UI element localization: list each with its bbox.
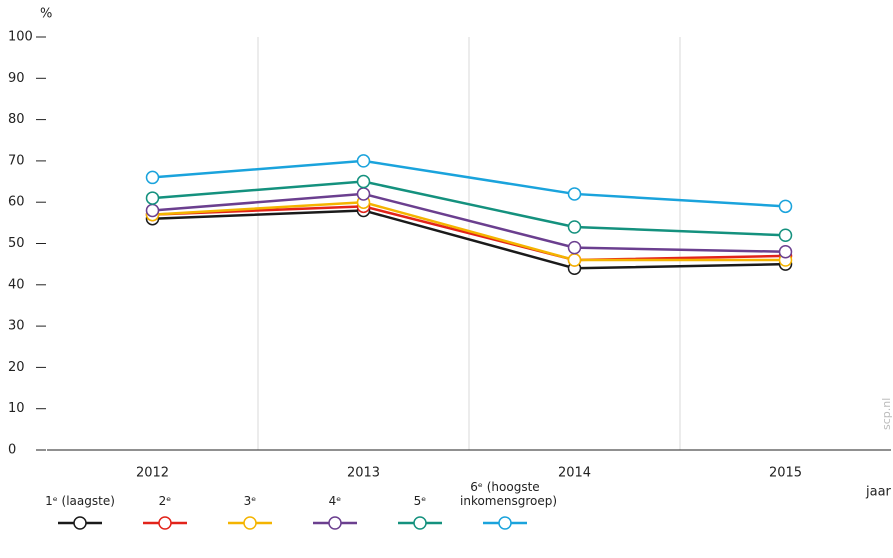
x-axis-label: jaar: [865, 485, 892, 500]
legend-marker: [158, 516, 172, 530]
legend-label: 1ᵉ (laagste): [45, 494, 115, 508]
x-tick-label: 2014: [558, 466, 591, 481]
y-tick-label: 60: [8, 195, 25, 210]
x-tick-label: 2015: [769, 466, 802, 481]
point: [567, 187, 582, 201]
legend-label: 2ᵉ: [158, 494, 172, 508]
point: [778, 199, 793, 214]
y-tick-label: 100: [8, 30, 33, 45]
x-tick-label: 2013: [347, 466, 380, 481]
y-tick-label: 0: [8, 443, 16, 458]
point: [567, 240, 582, 255]
y-tick-label: 40: [8, 277, 25, 292]
point: [778, 228, 793, 242]
watermark: scp.nl: [880, 398, 893, 430]
series-line: [152, 200, 786, 262]
legend-label: 3ᵉ: [243, 494, 257, 508]
point: [356, 187, 371, 201]
y-tick-label: 20: [8, 360, 25, 375]
point: [145, 191, 160, 205]
point: [145, 170, 160, 185]
x-tick-label: 2012: [136, 466, 169, 481]
point: [356, 174, 371, 189]
y-tick-label: 70: [8, 153, 25, 168]
series-line: [152, 159, 786, 208]
point: [567, 253, 582, 267]
y-tick-label: 10: [8, 401, 25, 416]
legend-label: 6ᵉ (hoogste inkomensgroep): [460, 480, 558, 508]
point: [356, 154, 371, 168]
legend-marker: [413, 516, 427, 530]
series-line: [152, 180, 786, 237]
y-axis-label: %: [40, 7, 52, 22]
legend-label: 5ᵉ: [413, 494, 427, 508]
legend-marker: [73, 516, 87, 530]
y-tick-label: 80: [8, 112, 25, 127]
point: [778, 245, 793, 259]
series-line: [152, 205, 786, 262]
y-tick-label: 90: [8, 71, 25, 86]
legend-marker: [243, 516, 257, 530]
legend-marker: [328, 516, 342, 530]
series-line: [152, 209, 786, 270]
y-tick-label: 30: [8, 319, 25, 334]
point: [145, 203, 160, 218]
legend-marker: [498, 516, 512, 530]
y-tick-label: 50: [8, 236, 25, 251]
point: [567, 220, 582, 234]
series-line: [152, 192, 786, 254]
legend-label: 4ᵉ: [328, 494, 342, 508]
